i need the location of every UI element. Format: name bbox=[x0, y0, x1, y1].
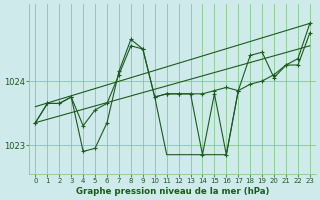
X-axis label: Graphe pression niveau de la mer (hPa): Graphe pression niveau de la mer (hPa) bbox=[76, 187, 269, 196]
